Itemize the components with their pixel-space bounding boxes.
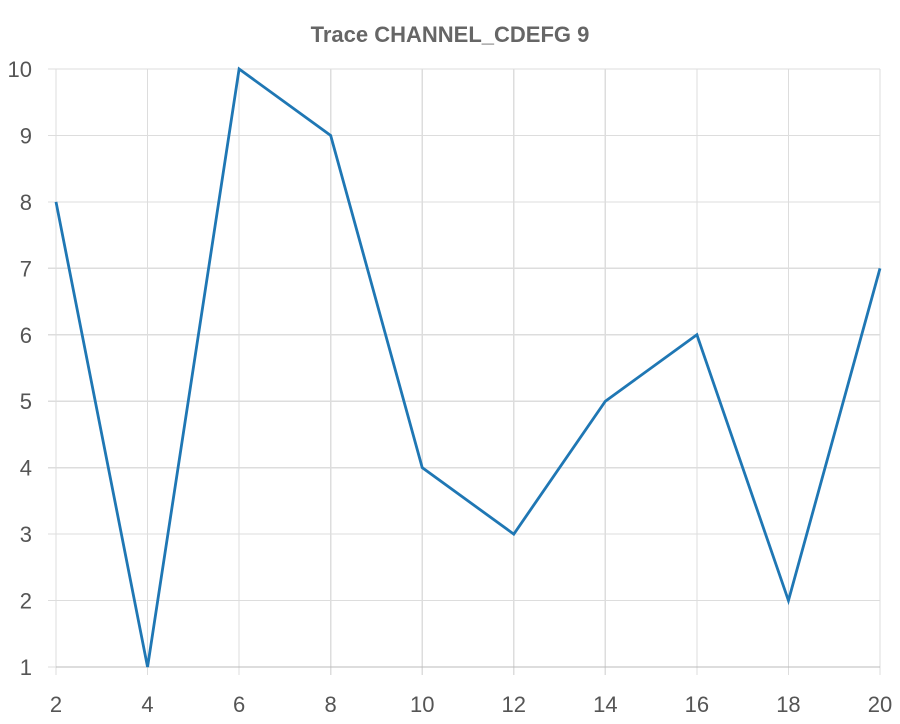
grid <box>48 68 881 675</box>
y-tick-label: 1 <box>20 655 32 680</box>
x-tick-label: 2 <box>50 692 62 717</box>
x-tick-label: 10 <box>410 692 434 717</box>
x-tick-label: 12 <box>502 692 526 717</box>
y-tick-label: 10 <box>8 57 32 82</box>
x-tick-label: 20 <box>868 692 892 717</box>
y-tick-label: 2 <box>20 589 32 614</box>
x-tick-label: 18 <box>776 692 800 717</box>
chart-title: Trace CHANNEL_CDEFG 9 <box>311 22 590 47</box>
x-tick-label: 4 <box>141 692 153 717</box>
x-tick-label: 16 <box>685 692 709 717</box>
series-line <box>54 66 882 668</box>
y-tick-label: 4 <box>20 456 32 481</box>
y-tick-label: 6 <box>20 323 32 348</box>
y-tick-label: 5 <box>20 389 32 414</box>
series-layer <box>54 66 882 668</box>
y-tick-label: 7 <box>20 256 32 281</box>
y-tick-label: 8 <box>20 190 32 215</box>
x-tick-label: 14 <box>593 692 617 717</box>
y-tick-label: 3 <box>20 522 32 547</box>
y-tick-label: 9 <box>20 123 32 148</box>
x-tick-label: 6 <box>233 692 245 717</box>
x-tick-label: 8 <box>325 692 337 717</box>
